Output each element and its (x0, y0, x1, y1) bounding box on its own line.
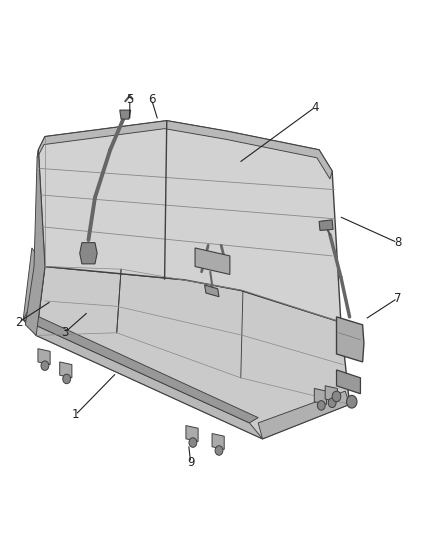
Polygon shape (258, 391, 350, 439)
Text: 5: 5 (126, 93, 134, 106)
Polygon shape (23, 248, 45, 335)
Circle shape (215, 446, 223, 455)
Polygon shape (212, 433, 224, 449)
Circle shape (41, 361, 49, 370)
Text: 1: 1 (72, 408, 79, 422)
Polygon shape (80, 243, 97, 264)
Polygon shape (23, 312, 258, 423)
Polygon shape (37, 120, 332, 179)
Polygon shape (39, 120, 341, 322)
Polygon shape (25, 150, 45, 335)
Circle shape (189, 438, 197, 447)
Text: 3: 3 (61, 326, 68, 340)
Text: 2: 2 (15, 316, 22, 329)
Text: 6: 6 (148, 93, 155, 106)
Polygon shape (38, 349, 50, 365)
Polygon shape (186, 425, 198, 441)
Text: 4: 4 (311, 101, 318, 114)
Polygon shape (36, 266, 350, 439)
Text: 8: 8 (394, 236, 401, 249)
Polygon shape (195, 248, 230, 274)
Circle shape (63, 374, 71, 384)
Circle shape (332, 391, 341, 402)
Polygon shape (120, 110, 131, 119)
Text: 7: 7 (394, 292, 401, 305)
Polygon shape (205, 285, 219, 297)
Polygon shape (23, 319, 262, 439)
Circle shape (318, 401, 325, 410)
Polygon shape (336, 370, 360, 394)
Text: 9: 9 (187, 456, 194, 469)
Circle shape (328, 398, 336, 408)
Polygon shape (314, 389, 326, 405)
Polygon shape (336, 317, 364, 362)
Polygon shape (60, 362, 72, 378)
Polygon shape (325, 386, 337, 402)
Circle shape (346, 395, 357, 408)
Polygon shape (319, 220, 333, 230)
